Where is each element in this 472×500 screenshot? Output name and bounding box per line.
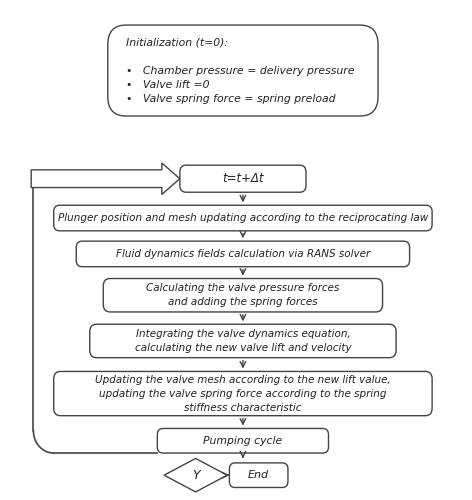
FancyBboxPatch shape [108, 25, 378, 116]
Text: Pumping cycle: Pumping cycle [203, 436, 283, 446]
FancyBboxPatch shape [90, 324, 396, 358]
Text: Plunger position and mesh updating according to the reciprocating law: Plunger position and mesh updating accor… [58, 213, 428, 223]
Text: Fluid dynamics fields calculation via RANS solver: Fluid dynamics fields calculation via RA… [116, 249, 370, 259]
FancyBboxPatch shape [229, 463, 288, 487]
Text: End: End [248, 470, 269, 480]
Text: Y: Y [192, 468, 200, 481]
FancyBboxPatch shape [180, 165, 306, 192]
FancyBboxPatch shape [54, 206, 432, 231]
Polygon shape [164, 458, 227, 492]
Text: t=t+Δt: t=t+Δt [222, 172, 264, 185]
FancyBboxPatch shape [76, 241, 410, 266]
Text: Integrating the valve dynamics equation,
calculating the new valve lift and velo: Integrating the valve dynamics equation,… [135, 329, 351, 353]
FancyBboxPatch shape [103, 278, 383, 312]
FancyBboxPatch shape [157, 428, 329, 453]
Text: Updating the valve mesh according to the new lift value,
updating the valve spri: Updating the valve mesh according to the… [95, 374, 391, 412]
Text: Initialization (t=0):

•   Chamber pressure = delivery pressure
•   Valve lift =: Initialization (t=0): • Chamber pressure… [126, 38, 354, 104]
Text: Calculating the valve pressure forces
and adding the spring forces: Calculating the valve pressure forces an… [146, 283, 339, 307]
Polygon shape [31, 163, 180, 194]
FancyBboxPatch shape [54, 372, 432, 416]
